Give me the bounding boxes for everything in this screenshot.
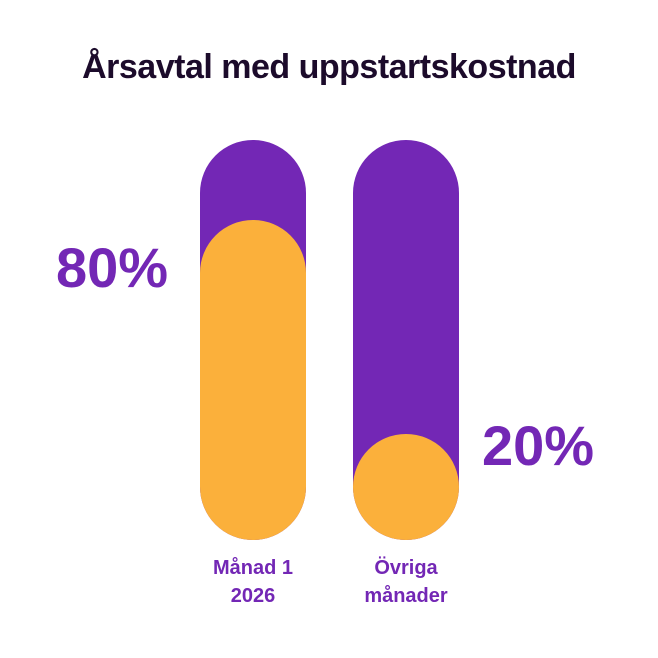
bar [200, 220, 306, 540]
category-label: Övriga [374, 556, 438, 579]
category-label: månader [364, 584, 448, 607]
data-label: 80% [56, 236, 168, 299]
chart-title: Årsavtal med uppstartskostnad [82, 48, 576, 86]
category-label: 2026 [231, 585, 276, 607]
category-label: Månad 1 [213, 556, 293, 579]
data-label: 20% [482, 414, 594, 477]
bar [353, 434, 459, 540]
bar-track [353, 140, 459, 540]
